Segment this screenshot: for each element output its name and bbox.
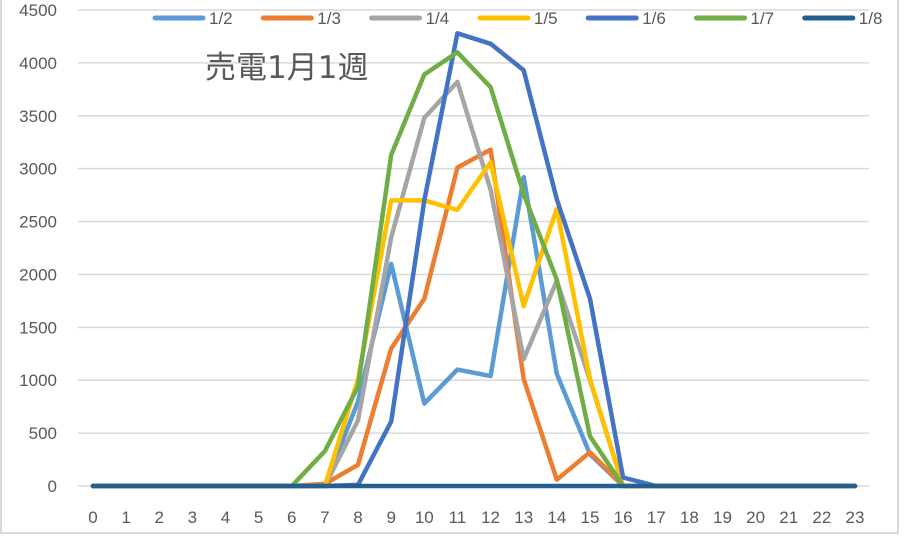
- x-tick-label: 20: [746, 508, 765, 527]
- series-line-1-3: [90, 147, 858, 489]
- series-lines: [90, 31, 858, 489]
- legend-label: 1/5: [534, 9, 558, 28]
- legend-label: 1/4: [426, 9, 450, 28]
- x-tick-label: 2: [155, 508, 164, 527]
- x-tick-label: 11: [449, 508, 467, 527]
- x-tick-label: 21: [779, 508, 798, 527]
- x-axis: 0 1 2 3 4 5 6 7 8 9 10 11 12 13 14 15 16 17 18 19 20 21 22 23: [88, 508, 864, 527]
- x-tick-label: 17: [647, 508, 666, 527]
- x-tick-label: 0: [88, 508, 97, 527]
- y-tick-label: 3000: [19, 160, 57, 179]
- series-line-1-5: [90, 160, 858, 489]
- x-tick-label: 5: [254, 508, 263, 527]
- series-line-1-7: [90, 50, 858, 489]
- legend-label: 1/3: [317, 9, 341, 28]
- legend-label: 1/2: [209, 9, 233, 28]
- legend-label: 1/6: [642, 9, 666, 28]
- x-tick-label: 23: [846, 508, 865, 527]
- x-tick-label: 1: [121, 508, 130, 527]
- legend-label: 1/7: [751, 9, 775, 28]
- x-tick-label: 4: [221, 508, 230, 527]
- x-tick-label: 19: [713, 508, 732, 527]
- y-tick-label: 1500: [19, 318, 57, 337]
- legend: 1/2 1/3 1/4 1/5 1/6 1/7 1/8: [152, 9, 883, 28]
- series-line-1-4: [90, 79, 858, 489]
- y-tick-label: 0: [48, 477, 57, 496]
- x-tick-label: 16: [614, 508, 633, 527]
- gridlines: [78, 9, 869, 487]
- x-tick-label: 14: [547, 508, 566, 527]
- y-tick-label: 2000: [19, 265, 57, 284]
- y-axis: 0 500 1000 1500 2000 2500 3000 3500 4000 4500: [19, 1, 57, 496]
- series-line-1-2: [90, 174, 858, 489]
- y-tick-label: 3500: [19, 107, 57, 126]
- x-tick-label: 18: [680, 508, 699, 527]
- x-tick-label: 12: [481, 508, 500, 527]
- chart-title: 売電1月1週: [205, 50, 368, 86]
- x-tick-label: 3: [188, 508, 197, 527]
- y-tick-label: 4000: [19, 54, 57, 73]
- legend-label: 1/8: [859, 9, 883, 28]
- x-tick-label: 6: [287, 508, 296, 527]
- x-tick-label: 10: [415, 508, 434, 527]
- y-tick-label: 4500: [19, 1, 57, 20]
- x-tick-label: 13: [514, 508, 533, 527]
- series-line-1-6: [90, 31, 858, 489]
- y-tick-label: 1000: [19, 371, 57, 390]
- x-tick-label: 15: [580, 508, 599, 527]
- x-tick-label: 22: [812, 508, 831, 527]
- x-tick-label: 9: [386, 508, 395, 527]
- y-tick-label: 500: [29, 424, 57, 443]
- x-tick-label: 8: [353, 508, 362, 527]
- x-tick-label: 7: [320, 508, 329, 527]
- y-tick-label: 2500: [19, 213, 57, 232]
